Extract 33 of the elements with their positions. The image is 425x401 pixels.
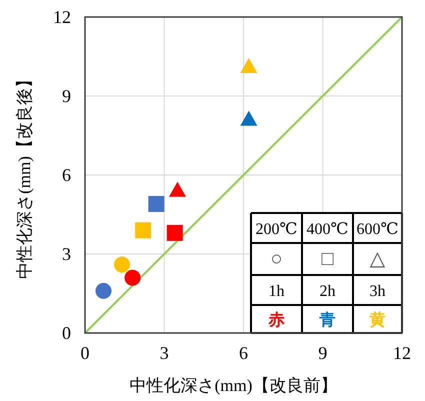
y-tick-label: 3 bbox=[62, 244, 71, 264]
x-tick-label: 3 bbox=[160, 343, 169, 363]
annotation: 400℃ bbox=[306, 221, 348, 238]
annotation: 黄 bbox=[368, 311, 386, 329]
x-tick-label: 6 bbox=[239, 343, 248, 363]
y-axis-title: 中性化深さ(mm)【改良後】 bbox=[15, 71, 34, 279]
annotation: ○ bbox=[270, 248, 283, 270]
x-tick-label: 0 bbox=[80, 343, 90, 363]
point bbox=[95, 282, 112, 299]
point bbox=[168, 182, 186, 197]
point bbox=[240, 110, 258, 126]
annotation: 青 bbox=[318, 311, 336, 329]
point bbox=[124, 270, 141, 286]
y-tick-label: 6 bbox=[62, 165, 71, 185]
y-tick-label: 9 bbox=[62, 86, 71, 106]
point bbox=[166, 224, 183, 241]
point bbox=[135, 222, 152, 238]
x-axis-title: 中性化深さ(mm)【改良前】 bbox=[130, 376, 338, 395]
annotation: 600℃ bbox=[356, 221, 398, 238]
annotation: 3h bbox=[370, 283, 386, 300]
x-tick-label: 12 bbox=[393, 343, 411, 363]
annotation: △ bbox=[370, 248, 386, 270]
x-tick-label: 9 bbox=[318, 343, 328, 363]
annotation: □ bbox=[321, 248, 334, 270]
annotation: 200℃ bbox=[256, 221, 298, 238]
point bbox=[240, 58, 258, 74]
point bbox=[148, 196, 164, 212]
y-tick-label: 0 bbox=[62, 323, 71, 343]
annotation: 赤 bbox=[268, 311, 284, 329]
annotation: 2h bbox=[320, 283, 336, 300]
point bbox=[114, 256, 130, 273]
annotation: 1h bbox=[268, 283, 284, 300]
y-tick-label: 12 bbox=[53, 7, 71, 27]
